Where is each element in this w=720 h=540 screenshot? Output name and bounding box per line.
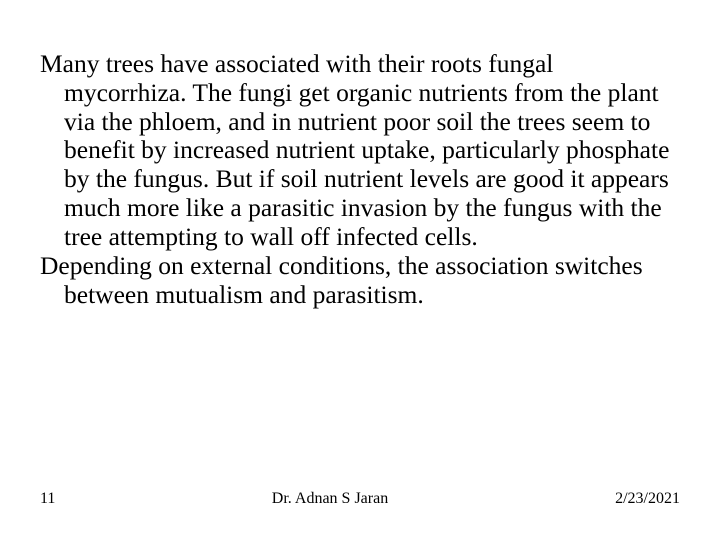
paragraph-1: Many trees have associated with their ro… <box>40 50 680 252</box>
slide-container: Many trees have associated with their ro… <box>0 0 720 540</box>
body-text-block: Many trees have associated with their ro… <box>40 50 680 309</box>
footer: 11 Dr. Adnan S Jaran 2/23/2021 <box>0 490 720 508</box>
slide-number: 11 <box>40 490 80 508</box>
footer-author: Dr. Adnan S Jaran <box>80 490 580 508</box>
footer-date: 2/23/2021 <box>580 490 680 508</box>
paragraph-2: Depending on external conditions, the as… <box>40 252 680 310</box>
